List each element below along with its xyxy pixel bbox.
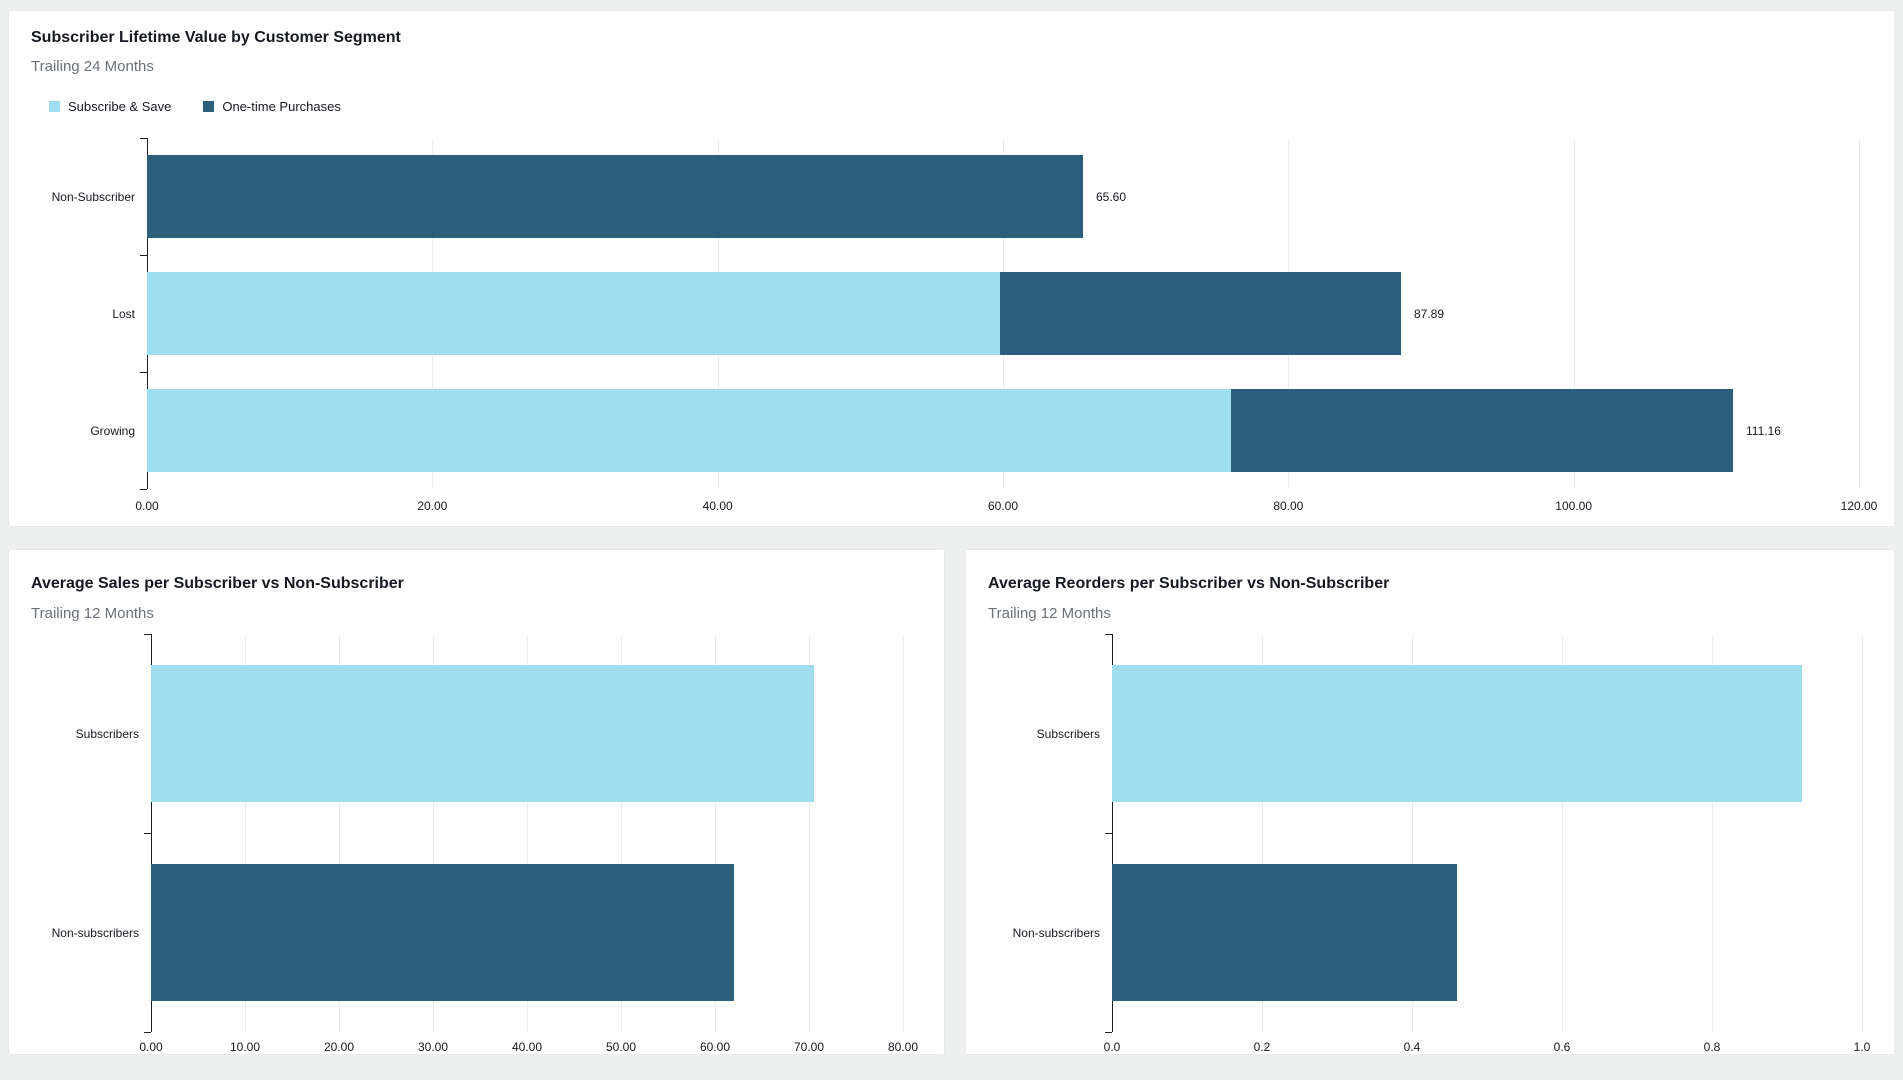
x-axis-tick-label: 0.8 xyxy=(1703,1040,1721,1054)
bar-segment[interactable] xyxy=(147,272,1001,355)
bar[interactable] xyxy=(1112,864,1457,1001)
x-axis-tick-label: 20.00 xyxy=(417,499,448,513)
bar[interactable] xyxy=(151,864,734,1001)
x-axis-tick-label: 0.0 xyxy=(1103,1040,1121,1054)
legend-swatch-one-time-purchases xyxy=(203,101,215,112)
bar-segment[interactable] xyxy=(147,389,1232,472)
gridline xyxy=(1262,634,1263,1032)
panel-average-reorders: Average Reorders per Subscriber vs Non-S… xyxy=(965,549,1895,1055)
category-label: Non-subscribers xyxy=(51,926,139,940)
gridline xyxy=(339,634,340,1032)
legend-item-subscribe-save[interactable]: Subscribe & Save xyxy=(49,100,171,113)
bar-segment[interactable] xyxy=(1231,389,1733,472)
gridline xyxy=(1859,138,1860,489)
gridline xyxy=(527,634,528,1032)
panel-average-sales: Average Sales per Subscriber vs Non-Subs… xyxy=(8,549,945,1055)
gridline xyxy=(245,634,246,1032)
x-axis-tick-label: 30.00 xyxy=(417,1040,449,1054)
gridline xyxy=(903,634,904,1032)
legend-label-subscribe-save: Subscribe & Save xyxy=(68,99,172,114)
gridline xyxy=(621,634,622,1032)
bar-segment[interactable] xyxy=(147,155,1083,238)
x-axis-tick-label: 20.00 xyxy=(323,1040,355,1054)
legend-item-one-time-purchases[interactable]: One-time Purchases xyxy=(203,100,341,113)
x-axis-tick-label: 50.00 xyxy=(605,1040,637,1054)
y-axis-tick xyxy=(140,255,147,256)
x-axis-tick-label: 40.00 xyxy=(702,499,733,513)
gridline xyxy=(715,634,716,1032)
chart-title: Subscriber Lifetime Value by Customer Se… xyxy=(31,29,401,46)
y-axis-tick xyxy=(140,489,147,490)
category-label: Subscribers xyxy=(1036,727,1100,741)
category-label: Growing xyxy=(90,424,135,438)
legend: Subscribe & Save One-time Purchases xyxy=(49,100,341,113)
x-axis-tick-label: 120.00 xyxy=(1840,499,1878,513)
y-axis-line xyxy=(151,634,152,1032)
gridline xyxy=(1573,138,1575,489)
gridline xyxy=(1412,634,1413,1032)
y-axis-tick xyxy=(144,833,151,834)
category-label: Non-Subscriber xyxy=(51,190,135,204)
x-axis-tick-label: 60.00 xyxy=(699,1040,731,1054)
x-axis-tick-label: 80.00 xyxy=(1273,499,1304,513)
y-axis-tick xyxy=(1105,634,1112,635)
chart-title: Average Reorders per Subscriber vs Non-S… xyxy=(988,575,1390,592)
y-axis-tick xyxy=(144,634,151,635)
y-axis-tick xyxy=(1105,1032,1112,1033)
chart-subtitle: Trailing 24 Months xyxy=(31,58,154,75)
x-axis-tick-label: 0.00 xyxy=(139,1040,163,1054)
bar[interactable] xyxy=(1112,665,1802,802)
x-axis-tick-label: 0.4 xyxy=(1403,1040,1421,1054)
gridline xyxy=(433,634,434,1032)
x-axis-tick-label: 0.2 xyxy=(1253,1040,1271,1054)
gridline xyxy=(809,634,810,1032)
bar[interactable] xyxy=(151,665,814,802)
y-axis-tick xyxy=(1105,833,1112,834)
bar-segment[interactable] xyxy=(1000,272,1401,355)
category-label: Subscribers xyxy=(75,727,139,741)
chart-title: Average Sales per Subscriber vs Non-Subs… xyxy=(31,575,404,592)
chart-subtitle: Trailing 12 Months xyxy=(31,605,154,622)
value-label: 65.60 xyxy=(1096,190,1127,204)
chart-subtitle: Trailing 12 Months xyxy=(988,605,1111,622)
x-axis-tick-label: 80.00 xyxy=(887,1040,919,1054)
x-axis-tick-label: 10.00 xyxy=(229,1040,261,1054)
ltv-stacked-bar-chart: Non-Subscriber 65.60 Lost 87.89 Growing 111.1… xyxy=(9,11,1894,526)
y-axis-line xyxy=(1112,634,1113,1032)
x-axis-tick-label: 70.00 xyxy=(793,1040,825,1054)
value-label: 111.16 xyxy=(1746,424,1781,438)
panel-subscriber-lifetime-value: Subscriber Lifetime Value by Customer Se… xyxy=(8,10,1895,527)
y-axis-tick xyxy=(140,372,147,373)
x-axis-tick-label: 0.00 xyxy=(135,499,159,513)
x-axis-tick-label: 100.00 xyxy=(1555,499,1593,513)
legend-swatch-subscribe-save xyxy=(49,101,60,112)
legend-label-one-time-purchases: One-time Purchases xyxy=(222,99,341,114)
category-label: Lost xyxy=(112,307,135,321)
gridline xyxy=(1562,634,1563,1032)
y-axis-tick xyxy=(140,138,147,139)
y-axis-tick xyxy=(144,1032,151,1033)
x-axis-tick-label: 40.00 xyxy=(511,1040,543,1054)
x-axis-tick-label: 1.0 xyxy=(1853,1040,1871,1054)
value-label: 87.89 xyxy=(1414,307,1445,321)
average-sales-bar-chart: Subscribers Non-subscribers 0.00 10.00 20.00… xyxy=(9,550,944,1054)
x-axis-tick-label: 0.6 xyxy=(1553,1040,1571,1054)
x-axis-tick-label: 60.00 xyxy=(987,499,1019,513)
gridline xyxy=(1712,634,1713,1032)
category-label: Non-subscribers xyxy=(1012,926,1100,940)
gridline xyxy=(1862,634,1863,1032)
average-reorders-bar-chart: Subscribers Non-subscribers 0.0 0.2 0.4 0.6 0.… xyxy=(966,550,1894,1054)
